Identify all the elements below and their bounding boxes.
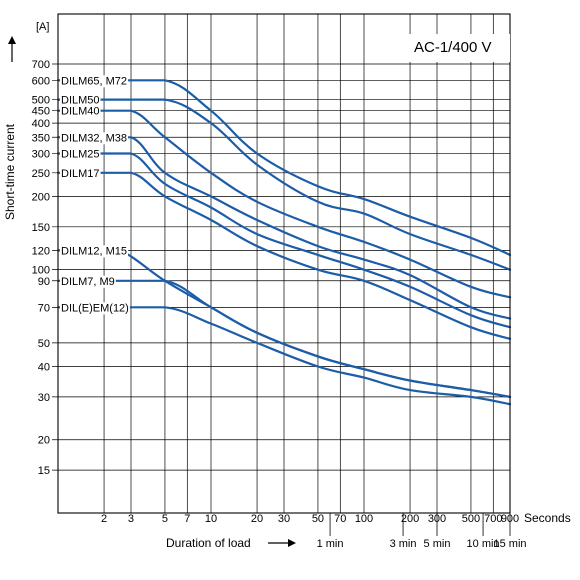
series-label: DILM17 (61, 168, 100, 180)
y-tick-label: 600 (32, 75, 50, 87)
horizontal-gridlines (52, 63, 510, 471)
y-tick-label: 100 (32, 265, 50, 277)
series-curve (56, 109, 512, 299)
series-label-background (60, 302, 130, 315)
x-axis-label: Duration of load (166, 536, 251, 550)
series-label-background (60, 132, 129, 145)
y-tick-label: 20 (38, 435, 50, 447)
x-tick-label: 20 (251, 513, 263, 525)
y-tick-label: 400 (32, 118, 50, 130)
x-tick-label: 100 (355, 513, 373, 525)
x-tick-label: 70 (334, 513, 346, 525)
minute-tick-label: 3 min (390, 538, 417, 550)
y-unit-label: [A] (36, 21, 49, 33)
curve-group (56, 79, 512, 406)
series-label-background (60, 148, 101, 161)
series-label: DILM65, M72 (61, 75, 127, 87)
series-label: DILM25 (61, 149, 100, 161)
series-label-background (60, 75, 129, 88)
x-tick-label: 3 (128, 513, 134, 525)
y-tick-label: 700 (32, 59, 50, 71)
x-tick-label: 30 (278, 513, 290, 525)
series-label-background (60, 275, 116, 288)
y-tick-label: 90 (38, 276, 50, 288)
x-tick-label: 700 (484, 513, 502, 525)
y-tick-label: 30 (38, 392, 50, 404)
series-curve (56, 98, 512, 271)
x-tick-label: 7 (184, 513, 190, 525)
x-axis-arrow (268, 539, 296, 547)
x-tick-label: 2 (101, 513, 107, 525)
series-curve (56, 79, 512, 256)
series-label: DILM40 (61, 106, 100, 118)
x-unit-label: Seconds (524, 511, 571, 525)
series-curve (56, 306, 512, 406)
y-axis-arrow (8, 36, 16, 62)
y-tick-label: 120 (32, 245, 50, 257)
title-box (406, 34, 510, 62)
series-label-background (60, 245, 129, 258)
y-tick-label: 15 (38, 465, 50, 477)
y-tick-label: 40 (38, 361, 50, 373)
y-tick-label: 450 (32, 106, 50, 118)
y-tick-label: 350 (32, 132, 50, 144)
x-tick-label: 10 (205, 513, 217, 525)
series-curve (56, 136, 512, 320)
x-tick-label: 50 (312, 513, 324, 525)
y-tick-label: 500 (32, 95, 50, 107)
series-label-background (60, 94, 101, 107)
series-label: DILM7, M9 (61, 276, 115, 288)
y-tick-label: 200 (32, 191, 50, 203)
y-tick-label: 250 (32, 168, 50, 180)
series-label-background (60, 167, 101, 180)
series-label-background (60, 105, 101, 118)
series-curve (56, 171, 512, 340)
y-tick-label: 300 (32, 149, 50, 161)
y-tick-label: 50 (38, 338, 50, 350)
chart-title: AC-1/400 V (414, 39, 492, 56)
series-label: DILM50 (61, 95, 100, 107)
series-curve (56, 152, 512, 329)
plot-frame (57, 13, 511, 514)
y-tick-label: 70 (38, 302, 50, 314)
minute-tick-label: 1 min (317, 538, 344, 550)
minute-tick-label: 5 min (424, 538, 451, 550)
x-tick-label: 500 (462, 513, 480, 525)
series-label: DILM12, M15 (61, 245, 127, 257)
minute-tick-label: 15 min (493, 538, 526, 550)
y-tick-label: 150 (32, 222, 50, 234)
series-label: DILM32, M38 (61, 132, 127, 144)
series-curve (56, 279, 512, 398)
x-tick-label: 200 (401, 513, 419, 525)
series-label: DIL(E)EM(12) (61, 302, 129, 314)
minute-tick-label: 10 min (467, 538, 500, 550)
y-axis-label: Short-time current (3, 123, 17, 220)
x-tick-label: 5 (162, 513, 168, 525)
